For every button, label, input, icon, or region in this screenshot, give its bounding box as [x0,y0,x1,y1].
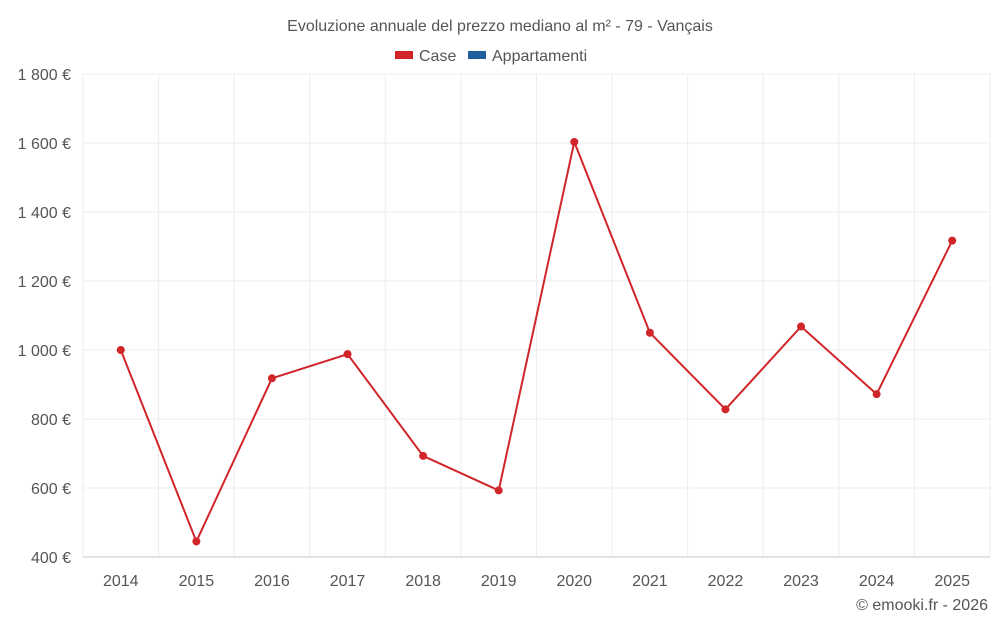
data-point[interactable] [343,350,352,359]
chart-title: Evoluzione annuale del prezzo mediano al… [287,18,713,35]
x-tick-label: 2014 [103,573,139,590]
y-tick-label: 800 € [31,412,71,429]
data-point[interactable] [645,328,654,337]
legend-swatch-appartamenti [468,51,486,59]
y-tick-label: 400 € [31,550,71,567]
x-tick-label: 2025 [934,573,970,590]
y-tick-label: 600 € [31,481,71,498]
data-point[interactable] [116,346,125,354]
legend-label-appartamenti: Appartamenti [492,48,587,65]
y-tick-label: 1 400 € [18,205,71,222]
x-axis-ticks: 2014 2015 2016 2017 2018 2019 2020 2021 2022 2023… [103,573,970,590]
legend-swatch-case [395,51,413,59]
x-tick-label: 2020 [556,573,592,590]
data-point[interactable] [419,451,428,460]
x-tick-label: 2019 [481,573,517,590]
data-point[interactable] [948,236,957,245]
x-tick-label: 2017 [330,573,366,590]
y-tick-label: 1 800 € [18,67,71,84]
x-tick-label: 2024 [859,573,895,590]
credit-text: © emooki.fr - 2026 [856,597,988,614]
x-tick-label: 2016 [254,573,290,590]
x-tick-label: 2023 [783,573,819,590]
series-line-case [119,138,954,545]
series [116,137,957,546]
x-tick-label: 2018 [405,573,441,590]
x-tick-label: 2021 [632,573,668,590]
legend-item-appartamenti[interactable]: Appartamenti [468,48,587,65]
x-tick-label: 2015 [179,573,215,590]
legend-item-case[interactable]: Case [395,48,456,65]
data-point[interactable] [570,137,579,146]
data-point[interactable] [721,405,730,414]
y-tick-label: 1 600 € [18,136,71,153]
y-axis-ticks: 400 € 600 € 800 € 1 000 € 1 200 € 1 400 € 1 60… [18,67,71,567]
legend: Case Appartamenti [395,48,587,65]
x-tick-label: 2022 [708,573,744,590]
data-point[interactable] [872,390,881,399]
data-point[interactable] [797,322,806,331]
data-point[interactable] [494,486,503,495]
data-point[interactable] [267,374,276,383]
y-tick-label: 1 000 € [18,343,71,360]
data-point[interactable] [192,537,201,546]
y-tick-label: 1 200 € [18,274,71,291]
legend-label-case: Case [419,48,456,65]
